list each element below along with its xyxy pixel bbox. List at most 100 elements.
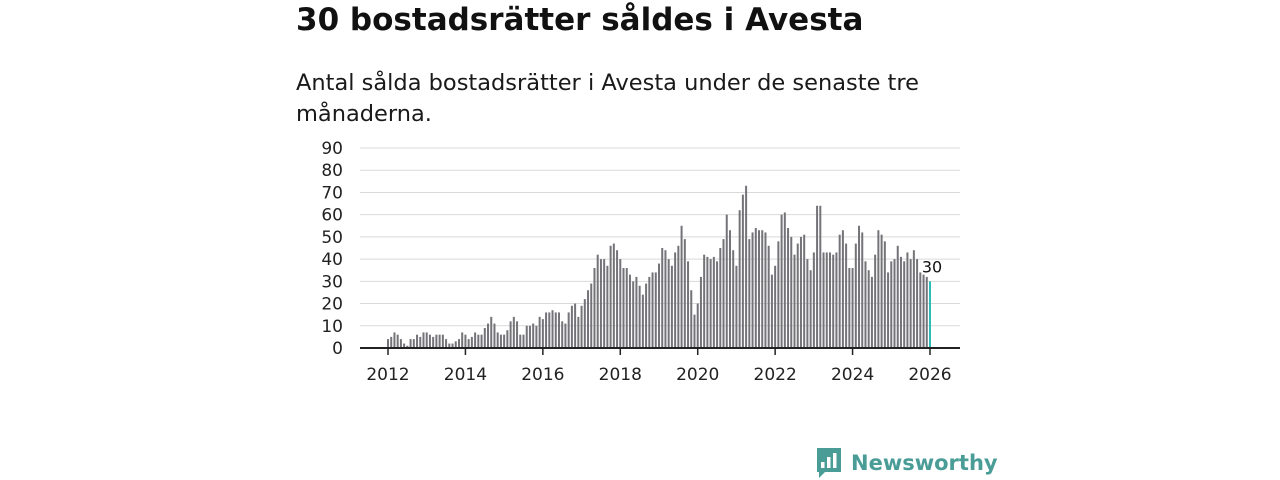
bar bbox=[825, 252, 828, 348]
bar bbox=[648, 276, 651, 348]
bar bbox=[645, 283, 648, 348]
y-tick-label: 60 bbox=[321, 206, 343, 226]
bar bbox=[735, 265, 738, 348]
bar bbox=[780, 214, 783, 348]
bar bbox=[467, 339, 470, 348]
bar bbox=[516, 321, 519, 348]
bar bbox=[412, 339, 415, 348]
bar bbox=[422, 332, 425, 348]
x-tick-label: 2022 bbox=[754, 365, 797, 385]
bar bbox=[506, 330, 509, 348]
bar bbox=[445, 339, 448, 348]
x-tick-label: 2012 bbox=[366, 365, 409, 385]
y-tick-label: 30 bbox=[321, 272, 343, 292]
bar bbox=[793, 254, 796, 348]
bar bbox=[738, 210, 741, 348]
bar bbox=[616, 250, 619, 348]
bar bbox=[396, 334, 399, 348]
bar bbox=[877, 230, 880, 348]
bar bbox=[803, 234, 806, 348]
bar bbox=[519, 334, 522, 348]
x-tick-label: 2018 bbox=[599, 365, 642, 385]
bar bbox=[638, 285, 641, 348]
bar bbox=[783, 212, 786, 348]
bar bbox=[867, 270, 870, 348]
bar bbox=[599, 259, 602, 348]
bar bbox=[670, 265, 673, 348]
bar bbox=[587, 290, 590, 348]
bar bbox=[635, 276, 638, 348]
bar bbox=[387, 339, 389, 348]
bar bbox=[438, 334, 441, 348]
bar bbox=[522, 334, 525, 348]
bar bbox=[399, 339, 402, 348]
bar bbox=[683, 239, 686, 348]
bar bbox=[883, 241, 886, 348]
bar bbox=[628, 274, 631, 348]
bar bbox=[832, 254, 835, 348]
bar bbox=[661, 248, 664, 348]
bar bbox=[603, 259, 606, 348]
bar bbox=[777, 241, 780, 348]
bar bbox=[819, 205, 822, 348]
bar bbox=[880, 234, 883, 348]
bar bbox=[425, 332, 428, 348]
bar bbox=[609, 245, 612, 348]
bar bbox=[796, 243, 799, 348]
bar bbox=[432, 336, 435, 348]
bar bbox=[532, 323, 535, 348]
bar bbox=[764, 232, 767, 348]
y-tick-label: 10 bbox=[321, 317, 343, 337]
bar bbox=[806, 259, 809, 348]
bar bbox=[451, 343, 454, 348]
x-tick-label: 2024 bbox=[831, 365, 874, 385]
bar bbox=[693, 314, 696, 348]
x-tick-label: 2026 bbox=[908, 365, 951, 385]
bar bbox=[906, 252, 909, 348]
x-tick-label: 2020 bbox=[676, 365, 719, 385]
axes bbox=[360, 347, 960, 355]
bar bbox=[477, 334, 480, 348]
bar bbox=[725, 214, 728, 348]
bar bbox=[835, 252, 838, 348]
bar bbox=[535, 325, 538, 348]
bar bbox=[483, 328, 486, 348]
bar bbox=[567, 312, 570, 348]
bar bbox=[419, 336, 422, 348]
y-tick-label: 80 bbox=[321, 161, 343, 181]
bar bbox=[919, 272, 922, 348]
bar bbox=[748, 239, 751, 348]
bar bbox=[583, 299, 586, 348]
bar bbox=[858, 225, 861, 348]
bar bbox=[525, 325, 528, 348]
bar bbox=[828, 252, 831, 348]
bar bbox=[790, 236, 793, 348]
bar bbox=[470, 336, 473, 348]
bar bbox=[406, 345, 409, 348]
bar bbox=[461, 332, 464, 348]
bar bbox=[512, 316, 515, 348]
bar bbox=[667, 259, 670, 348]
bar bbox=[728, 230, 731, 348]
bar bbox=[658, 263, 660, 348]
bar bbox=[548, 312, 551, 348]
bar bbox=[870, 276, 873, 348]
bar bbox=[570, 305, 573, 348]
y-tick-label: 70 bbox=[321, 183, 343, 203]
bar bbox=[577, 316, 580, 348]
bar bbox=[593, 268, 596, 348]
bar bbox=[712, 256, 715, 348]
bar bbox=[754, 228, 757, 348]
bar bbox=[767, 245, 770, 348]
bar bbox=[732, 250, 735, 348]
bar bbox=[557, 312, 560, 348]
bar bbox=[687, 261, 690, 348]
newsworthy-logo[interactable]: Newsworthy bbox=[815, 446, 998, 480]
bar bbox=[490, 316, 493, 348]
bar bbox=[622, 268, 625, 348]
bar bbox=[719, 248, 722, 348]
bar bbox=[703, 254, 706, 348]
bar bbox=[606, 265, 609, 348]
